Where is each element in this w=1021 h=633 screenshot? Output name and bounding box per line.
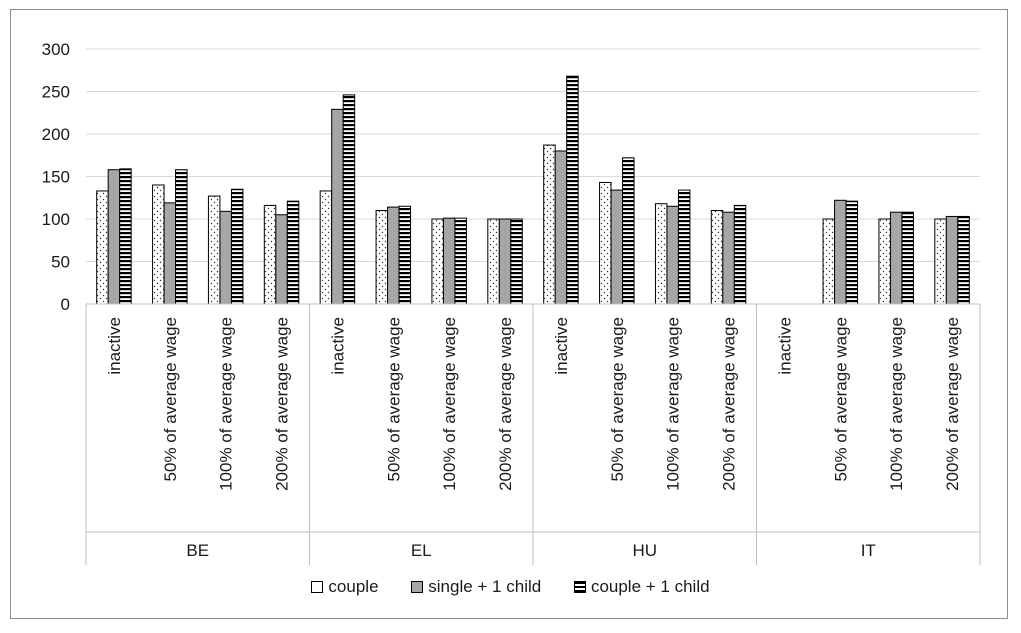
bar xyxy=(275,214,288,305)
y-tick-label: 150 xyxy=(42,168,70,187)
bar xyxy=(822,218,836,305)
y-tick-label: 300 xyxy=(42,40,70,59)
legend-swatch-couple xyxy=(311,581,324,593)
bar xyxy=(398,205,412,305)
x-tick-label: inactive xyxy=(328,317,347,375)
x-tick-label: 200% of average wage xyxy=(496,317,515,491)
bar xyxy=(163,202,177,305)
bar xyxy=(599,181,612,305)
bar xyxy=(152,184,165,305)
bar xyxy=(710,210,724,305)
bar xyxy=(175,169,188,305)
legend: couple single + 1 child couple + 1 child xyxy=(0,577,1021,598)
bar xyxy=(666,205,679,305)
x-tick-label: 200% of average wage xyxy=(943,317,962,491)
legend-swatch-couple-1-child xyxy=(573,581,586,593)
x-tick-label: 200% of average wage xyxy=(720,317,739,491)
bar xyxy=(119,168,132,305)
group-label: BE xyxy=(186,541,209,560)
x-tick-label: 100% of average wage xyxy=(664,317,683,491)
bar xyxy=(487,218,500,305)
bar xyxy=(510,218,523,305)
group-label: IT xyxy=(861,541,876,560)
bar xyxy=(834,199,847,305)
y-axis-ticks: 0 50 100 150 200 250 300 xyxy=(42,40,70,314)
bar xyxy=(722,211,735,305)
bar xyxy=(845,200,859,305)
legend-label-single-1-child: single + 1 child xyxy=(428,577,542,596)
bar xyxy=(498,218,512,305)
bar xyxy=(654,203,668,305)
bar xyxy=(263,204,277,305)
bar xyxy=(431,218,444,305)
bar xyxy=(733,204,747,305)
legend-item-couple-1-child: couple + 1 child xyxy=(573,577,710,597)
bar xyxy=(566,75,579,305)
bar xyxy=(375,210,389,305)
legend-item-single-1-child: single + 1 child xyxy=(411,577,541,597)
y-tick-label: 250 xyxy=(42,83,70,102)
x-tick-label: inactive xyxy=(105,317,124,375)
y-tick-label: 100 xyxy=(42,210,70,229)
bar xyxy=(878,218,891,305)
bars xyxy=(96,75,970,305)
x-tick-label: inactive xyxy=(552,317,571,375)
bar xyxy=(331,108,344,305)
bar xyxy=(207,195,221,305)
x-tick-label: 100% of average wage xyxy=(217,317,236,491)
group-label: EL xyxy=(411,541,432,560)
bar xyxy=(554,150,568,305)
bar xyxy=(442,217,456,305)
bar xyxy=(889,211,903,305)
x-tick-label: 50% of average wage xyxy=(161,317,180,481)
bar xyxy=(107,169,121,305)
legend-swatch-single-1-child xyxy=(411,581,424,593)
chart-frame xyxy=(10,9,1008,619)
bar xyxy=(622,157,635,305)
bar xyxy=(387,206,400,305)
x-axis: inactive 50% of average wage 100% of avera… xyxy=(85,303,981,565)
x-tick-label: 50% of average wage xyxy=(831,317,850,481)
y-tick-label: 200 xyxy=(42,125,70,144)
x-tick-label: 100% of average wage xyxy=(440,317,459,491)
legend-item-couple: couple xyxy=(311,577,379,597)
legend-label-couple-1-child: couple + 1 child xyxy=(590,577,710,596)
bar xyxy=(286,200,300,305)
x-tick-label: inactive xyxy=(775,317,794,375)
bar xyxy=(219,210,232,305)
bar xyxy=(901,211,914,305)
bar xyxy=(957,215,970,305)
x-tick-label: 200% of average wage xyxy=(273,317,292,491)
bar xyxy=(934,218,947,305)
x-tick-label: 50% of average wage xyxy=(608,317,627,481)
y-tick-label: 50 xyxy=(51,253,70,272)
bar xyxy=(96,190,109,305)
x-tick-label: 100% of average wage xyxy=(887,317,906,491)
x-tick-label: 50% of average wage xyxy=(384,317,403,481)
bar xyxy=(610,189,624,305)
bar xyxy=(230,188,244,305)
bar xyxy=(319,190,333,305)
bar xyxy=(945,215,959,305)
bar xyxy=(342,94,356,305)
group-label: HU xyxy=(632,541,657,560)
bar xyxy=(543,144,556,305)
y-tick-label: 0 xyxy=(61,295,70,314)
bar xyxy=(677,189,691,305)
bar xyxy=(454,217,467,305)
legend-label-couple: couple xyxy=(328,577,379,596)
